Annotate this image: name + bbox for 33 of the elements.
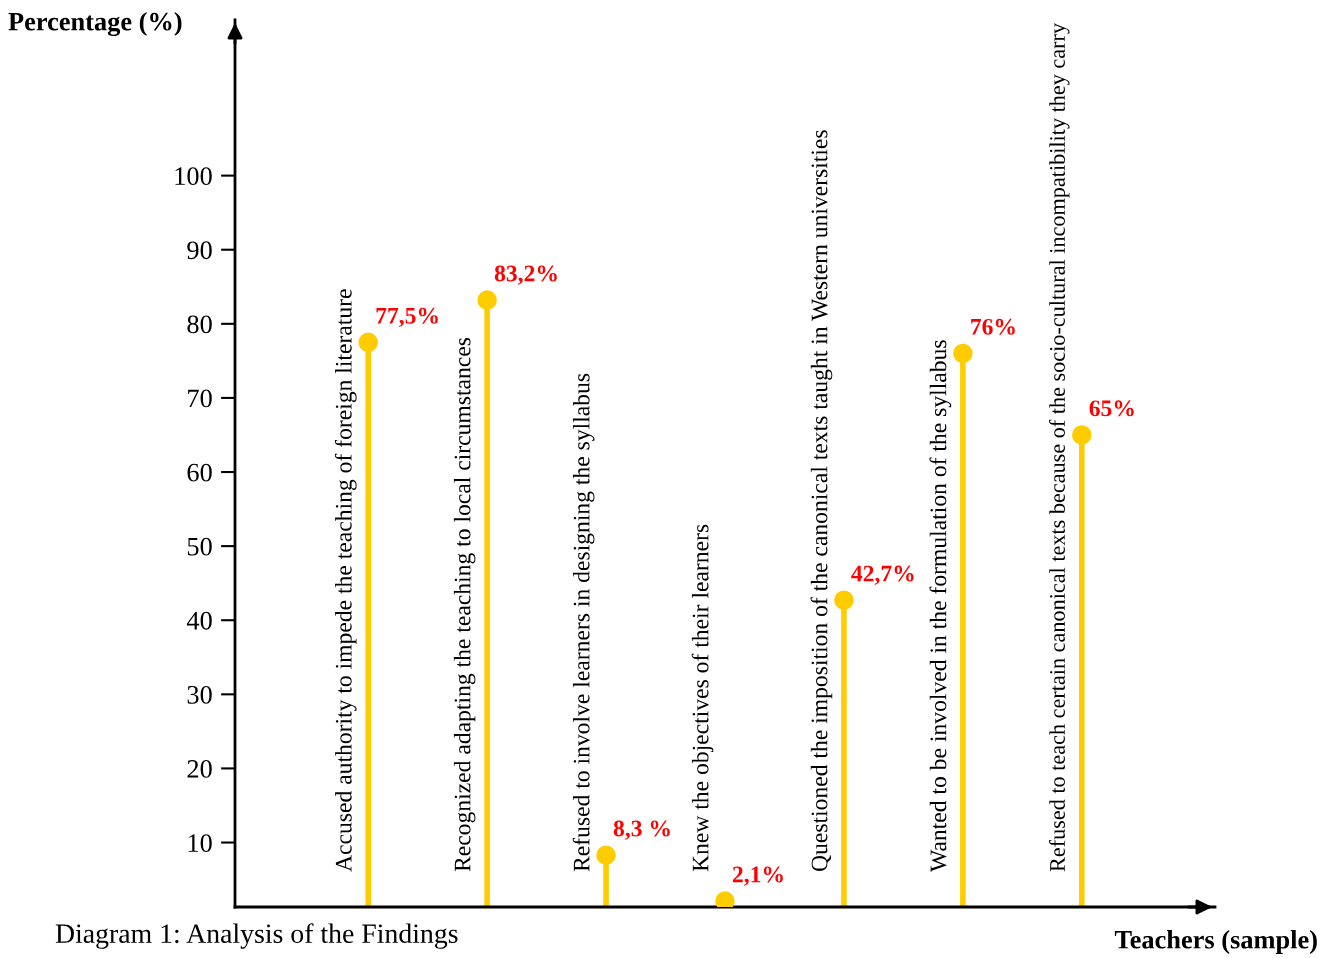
point: [1072, 425, 1092, 445]
text: Diagram 1: Analysis of the Findings: [55, 923, 458, 949]
data-label: 76%: [971, 318, 1015, 335]
data-label: 83,2%: [494, 265, 557, 285]
point: [477, 290, 497, 310]
x-tick-label: Accused authority to impede the teaching of foreign literature: [334, 289, 357, 872]
y-tick-label: 20: [187, 760, 212, 778]
x-tick-label: Wanted to be involved in the formulation of the syllabus: [929, 340, 952, 872]
y-tick-label: 50: [187, 537, 212, 556]
x-tick-label: Recognized adapting the teaching to local circumstances: [453, 337, 476, 872]
point: [596, 845, 616, 865]
y-tick-label: 10: [188, 834, 212, 852]
x-axis-title: Teachers (sample): [1114, 930, 1317, 954]
point: [953, 343, 973, 364]
data-label: 8,3 %: [613, 820, 670, 840]
y-tick-label: 40: [186, 611, 212, 630]
data-label: 77,5%: [376, 307, 438, 328]
point: [834, 590, 854, 610]
data-label: 65%: [1089, 400, 1134, 417]
x-tick-label: Refused to teach certain canonical texts because of the socio-cultural incompatibility they carry: [1049, 23, 1070, 872]
y-tick-label: 60: [187, 463, 212, 482]
y-tick-label: 70: [188, 389, 212, 408]
x-tick-label: Questioned the imposition of the canonical texts taught in Western universities: [810, 130, 833, 872]
y-tick-label: 80: [187, 315, 212, 334]
x-tick-label: Knew the objectives of their learners: [691, 524, 714, 872]
x-tick-label: Refused to involve learners in designing the syllabus: [572, 373, 595, 872]
y-axis-title: Percentage (%): [8, 11, 182, 37]
y-tick-label: 30: [187, 685, 212, 704]
y-tick-label: 100: [175, 167, 212, 186]
data-label: 42,7%: [851, 565, 914, 585]
data-label: 2,1%: [732, 866, 783, 886]
point: [358, 332, 378, 353]
y-tick-label: 90: [187, 241, 212, 260]
